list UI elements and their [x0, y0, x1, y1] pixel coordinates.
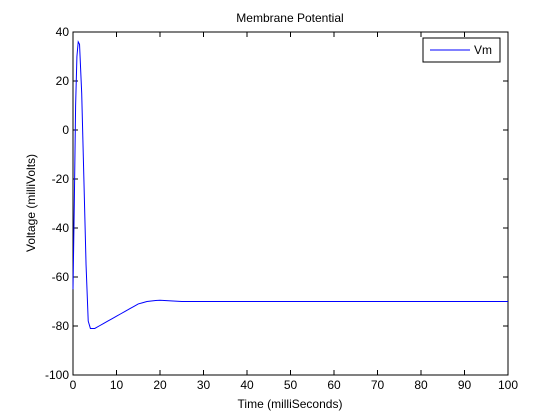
x-tick-label: 50: [284, 378, 298, 392]
x-tick-label: 10: [110, 378, 124, 392]
vm-series-line: [72, 40, 508, 329]
x-tick-label: 80: [414, 378, 428, 392]
y-tick-label: 0: [62, 123, 69, 137]
x-tick-label: 20: [153, 378, 167, 392]
y-tick-label: 40: [56, 25, 70, 39]
x-axis-label: Time (milliSeconds): [238, 397, 343, 411]
y-axis-label: Voltage (milliVolts): [24, 154, 38, 252]
x-tick-label: 0: [70, 378, 77, 392]
x-tick-label: 60: [327, 378, 341, 392]
y-axis: -100 -80 -60 -40 -20 0 20 40: [45, 25, 508, 382]
y-tick-label: -100: [45, 368, 69, 382]
y-tick-label: -60: [52, 270, 70, 284]
chart-title: Membrane Potential: [236, 11, 343, 25]
legend-label-vm: Vm: [474, 43, 492, 57]
x-tick-label: 30: [197, 378, 211, 392]
y-tick-label: -80: [52, 319, 70, 333]
x-axis: 0 10 20 30 40 50 60 70 80 90 100: [70, 32, 518, 392]
plot-area: [72, 31, 509, 376]
y-tick-label: 20: [56, 74, 70, 88]
y-tick-label: -40: [52, 221, 70, 235]
y-tick-label: -20: [52, 172, 70, 186]
x-tick-label: 70: [371, 378, 385, 392]
x-tick-label: 100: [498, 378, 518, 392]
x-tick-label: 90: [458, 378, 472, 392]
legend: Vm: [422, 37, 501, 63]
x-tick-label: 40: [240, 378, 254, 392]
